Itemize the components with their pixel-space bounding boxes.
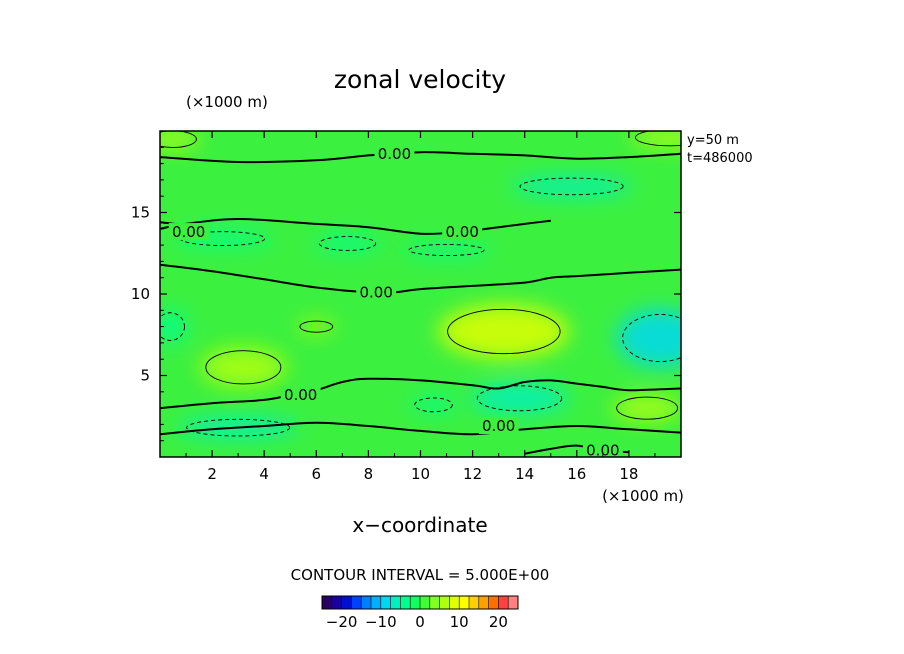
info-line-y: y=50 m — [687, 133, 739, 148]
colorbar-tick-label-0: −20 — [326, 613, 358, 631]
colorbar-swatch-3 — [351, 596, 362, 609]
colorbar-swatch-13 — [449, 596, 460, 609]
x-tick-label-8: 8 — [364, 465, 374, 483]
chart-title: zonal velocity — [334, 65, 506, 94]
colorbar-swatch-11 — [429, 596, 441, 609]
y-tick-label-15: 15 — [131, 204, 150, 222]
colorbar-tick-label-1: −10 — [365, 613, 397, 631]
plot-area: 0.00 0.00 0.00 0.00 0.00 0.00 0.00 — [160, 131, 681, 459]
colorbar-swatch-17 — [488, 596, 499, 609]
colorbar-swatch-6 — [380, 596, 392, 609]
region-shade-1 — [199, 346, 288, 388]
zero-contour-label-bg-2 — [168, 223, 209, 241]
zero-contour-0 — [160, 151, 681, 164]
colorbar-swatch-12 — [439, 596, 450, 609]
colorbar-frame — [321, 595, 519, 610]
x-axis-unit: (×1000 m) — [602, 487, 684, 505]
x-axis-ticks: 2 4 6 8 10 12 14 16 18 — [185, 131, 656, 483]
positive-contour-3 — [634, 131, 681, 147]
colorbar-swatch-1 — [331, 596, 343, 609]
region-shade-11 — [470, 382, 569, 414]
colorbar-swatch-16 — [478, 596, 490, 609]
x-tick-label-10: 10 — [411, 465, 430, 483]
region-shade-6 — [616, 308, 681, 368]
x-tick-label-18: 18 — [619, 465, 638, 483]
colorbar-swatch-9 — [410, 596, 421, 609]
zero-contour-label-bg-3 — [356, 283, 397, 301]
zero-contour-3 — [160, 263, 681, 294]
region-shade-7 — [511, 176, 632, 197]
region-shade-14 — [160, 309, 187, 344]
colorbar-tick-labels: −20 −10 0 10 20 — [326, 613, 508, 631]
region-shade-10 — [402, 243, 491, 257]
colorbar-swatch-2 — [341, 596, 352, 609]
x-axis-label: x−coordinate — [352, 513, 487, 537]
colorbar-swatch-7 — [390, 596, 401, 609]
colorbar-swatch-19 — [508, 596, 519, 609]
colorbar-tick-label-3: 10 — [450, 613, 469, 631]
negative-contour-7 — [519, 177, 624, 196]
positive-contour-2 — [616, 396, 679, 420]
colorbar-swatch-14 — [459, 596, 470, 609]
y-tick-label-10: 10 — [131, 285, 150, 303]
region-shade-5 — [297, 319, 336, 334]
zero-contour-label-bg-5 — [478, 417, 519, 435]
x-tick-label-12: 12 — [463, 465, 482, 483]
negative-contour-10 — [408, 243, 485, 256]
x-tick-label-6: 6 — [312, 465, 322, 483]
x-tick-label-14: 14 — [515, 465, 534, 483]
negative-contour-14 — [160, 312, 185, 341]
zero-contour-label-5: 0.00 — [482, 417, 515, 435]
zero-contour-label-bg-0 — [374, 144, 415, 162]
colorbar-swatch-15 — [469, 596, 480, 609]
y-tick-label-5: 5 — [140, 367, 150, 385]
zero-contour-1 — [160, 217, 551, 235]
region-shade-4 — [160, 131, 201, 150]
negative-contour-11 — [476, 385, 563, 412]
region-shade-0 — [438, 304, 570, 359]
zero-contour-label-2: 0.00 — [172, 223, 205, 241]
x-tick-label-2: 2 — [207, 465, 217, 483]
x-tick-label-4: 4 — [259, 465, 269, 483]
colorbar-swatch-10 — [420, 596, 431, 609]
positive-contour-4 — [160, 131, 197, 148]
y-axis-unit: (×1000 m) — [186, 93, 268, 111]
positive-contours — [160, 131, 681, 420]
zero-contour-label-6: 0.00 — [586, 441, 619, 459]
positive-contour-5 — [299, 320, 334, 333]
region-shade-13 — [411, 396, 456, 414]
x-tick-label-16: 16 — [567, 465, 586, 483]
colorbar-swatch-8 — [400, 596, 411, 609]
colorbar-tick-label-4: 20 — [489, 613, 508, 631]
positive-contour-1 — [205, 350, 282, 385]
region-shade-3 — [629, 131, 681, 148]
negative-contour-9 — [318, 236, 377, 251]
colorbar-tick-label-2: 0 — [415, 613, 425, 631]
info-line-t: t=486000 — [687, 151, 753, 166]
positive-contour-0 — [447, 308, 561, 355]
colorbar-swatch-4 — [361, 596, 372, 609]
colorbar — [321, 595, 519, 610]
zero-contour-label-3: 0.00 — [360, 283, 393, 301]
zero-contour-4 — [160, 377, 681, 410]
zero-contour-label-4: 0.00 — [284, 386, 317, 404]
zero-contour-label-bg-4 — [280, 386, 321, 404]
colorbar-swatch-0 — [322, 596, 333, 609]
zero-contour-label-1: 0.00 — [445, 223, 478, 241]
region-shade-2 — [611, 394, 681, 422]
colorbar-swatch-5 — [371, 596, 382, 609]
zero-contour-label-bg-6 — [582, 441, 623, 457]
zero-contours: 0.00 0.00 0.00 0.00 0.00 0.00 0.00 — [160, 144, 681, 459]
region-shade-9 — [314, 234, 381, 253]
negative-contour-12 — [186, 418, 291, 437]
zero-contour-label-0: 0.00 — [378, 145, 411, 163]
zero-contour-5 — [160, 421, 681, 436]
colorbar-swatch-18 — [498, 596, 509, 609]
contour-interval-text: CONTOUR INTERVAL = 5.000E+00 — [291, 566, 550, 584]
zero-contour-label-bg-1 — [442, 223, 483, 241]
negative-contour-13 — [414, 397, 453, 413]
y-axis-ticks: 5 10 15 — [131, 146, 681, 442]
